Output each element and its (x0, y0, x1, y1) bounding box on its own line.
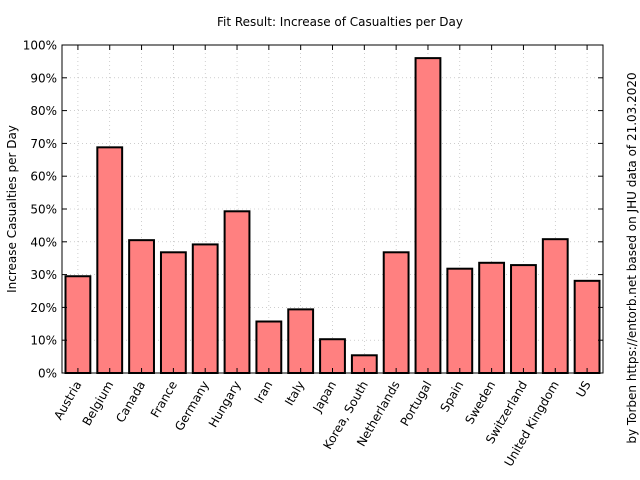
x-tick-label: Sweden (462, 379, 498, 427)
y-tick-label: 50% (30, 203, 57, 217)
bar-austria (64, 275, 92, 374)
bar-hungary (223, 210, 251, 374)
bar-sweden (478, 261, 506, 374)
x-tick-label: Portugal (398, 379, 435, 429)
bar-netherlands (382, 251, 410, 375)
x-tick-label: Belgium (80, 379, 117, 429)
x-tick-label: US (573, 379, 593, 400)
x-tick-label: Austria (51, 379, 84, 423)
side-note: by Torben https://entorb.net based on JH… (625, 72, 639, 443)
gridlines (62, 45, 603, 373)
bar-united-kingdom (541, 238, 569, 374)
bar-canada (128, 239, 155, 374)
plot-frame (61, 44, 604, 374)
y-tick-label: 10% (30, 334, 57, 348)
x-tick-label: Canada (113, 379, 148, 426)
y-tick-label: 100% (23, 39, 57, 53)
x-tick-label: Spain (438, 379, 467, 415)
y-tick-label: 0% (38, 367, 57, 381)
bar-france (159, 251, 187, 375)
bar-japan (319, 338, 346, 375)
y-tick-label: 60% (30, 170, 57, 184)
bar-germany (191, 243, 219, 374)
chart-title: Fit Result: Increase of Casualties per D… (217, 15, 463, 29)
y-ticks: 0% 10% 20% 30% 40% 50% 60% 70% 80% 90% 100% (23, 39, 603, 381)
bar-spain (446, 267, 474, 375)
y-tick-label: 30% (30, 268, 57, 282)
y-tick-label: 70% (30, 137, 57, 151)
x-tick-label: Japan (310, 379, 339, 416)
y-tick-label: 40% (30, 235, 57, 249)
bar-belgium (96, 146, 124, 374)
bar-us (573, 279, 601, 374)
y-tick-label: 90% (30, 71, 57, 85)
y-tick-label: 80% (30, 104, 57, 118)
y-tick-label: 20% (30, 301, 57, 315)
x-tick-label: Hungary (206, 379, 244, 430)
x-tick-label: Italy (282, 379, 307, 409)
bar-portugal (414, 57, 442, 375)
x-tick-label: France (148, 379, 180, 421)
y-axis-label: Increase Casualties per Day (5, 125, 19, 293)
bar-switzerland (510, 264, 537, 375)
bar-iran (255, 320, 283, 374)
bar-italy (287, 308, 315, 375)
x-tick-label: Iran (252, 379, 276, 406)
